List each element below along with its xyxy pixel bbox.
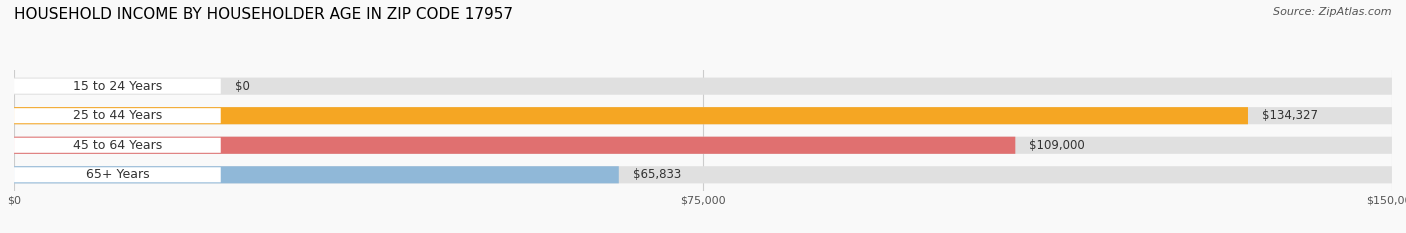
FancyBboxPatch shape: [14, 108, 221, 123]
FancyBboxPatch shape: [14, 166, 619, 183]
Text: 65+ Years: 65+ Years: [86, 168, 149, 181]
FancyBboxPatch shape: [14, 167, 221, 182]
FancyBboxPatch shape: [14, 137, 1015, 154]
Text: $0: $0: [235, 80, 249, 93]
Text: 15 to 24 Years: 15 to 24 Years: [73, 80, 162, 93]
Text: 25 to 44 Years: 25 to 44 Years: [73, 109, 162, 122]
Text: $109,000: $109,000: [1029, 139, 1085, 152]
FancyBboxPatch shape: [14, 137, 1392, 154]
FancyBboxPatch shape: [14, 107, 1249, 124]
FancyBboxPatch shape: [14, 166, 1392, 183]
FancyBboxPatch shape: [14, 79, 221, 94]
Text: $65,833: $65,833: [633, 168, 681, 181]
FancyBboxPatch shape: [14, 138, 221, 153]
FancyBboxPatch shape: [14, 107, 1392, 124]
Text: $134,327: $134,327: [1261, 109, 1317, 122]
Text: 45 to 64 Years: 45 to 64 Years: [73, 139, 162, 152]
Text: Source: ZipAtlas.com: Source: ZipAtlas.com: [1274, 7, 1392, 17]
FancyBboxPatch shape: [14, 78, 1392, 95]
Text: HOUSEHOLD INCOME BY HOUSEHOLDER AGE IN ZIP CODE 17957: HOUSEHOLD INCOME BY HOUSEHOLDER AGE IN Z…: [14, 7, 513, 22]
